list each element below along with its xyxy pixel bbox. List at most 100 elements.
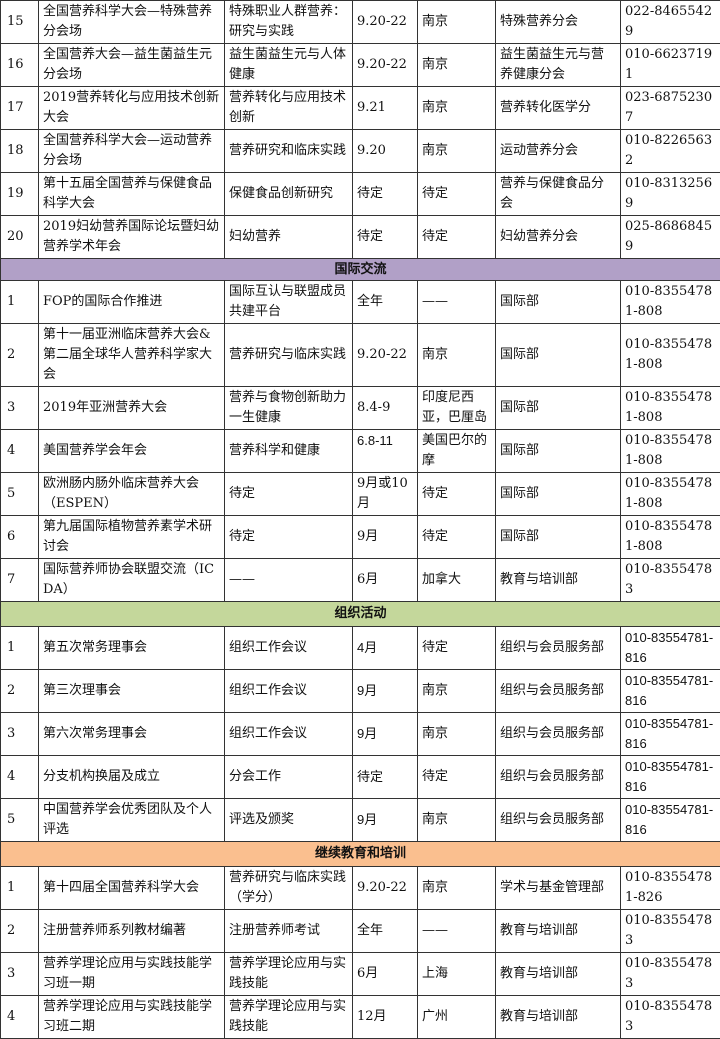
event-name-cell: 第六次常务理事会	[39, 713, 225, 756]
row-number-cell: 17	[1, 87, 39, 130]
contact-phone-cell: 010-83554781-808	[621, 324, 720, 387]
location-cell: 待定	[418, 216, 496, 259]
row-number-cell: 6	[1, 516, 39, 559]
row-number-cell: 7	[1, 559, 39, 602]
contact-phone-cell: 010-83554781-816	[621, 670, 720, 713]
contact-phone-cell: 010-83554781-816	[621, 756, 720, 799]
topic-cell: 营养研究与临床实践（学分）	[225, 867, 353, 910]
location-cell: 南京	[418, 670, 496, 713]
department-cell: 妇幼营养分会	[496, 216, 621, 259]
department-cell: 组织与会员服务部	[496, 756, 621, 799]
location-cell: 南京	[418, 44, 496, 87]
department-cell: 国际部	[496, 324, 621, 387]
contact-phone-cell: 010-83554783	[621, 996, 720, 1039]
event-name-cell: 营养学理论应用与实践技能学习班一期	[39, 953, 225, 996]
contact-phone-cell: 010-83554781-826	[621, 867, 720, 910]
event-name-cell: 第三次理事会	[39, 670, 225, 713]
date-cell: 全年	[353, 910, 418, 953]
row-number-cell: 4	[1, 756, 39, 799]
topic-cell: 组织工作会议	[225, 670, 353, 713]
row-number-cell: 4	[1, 996, 39, 1039]
row-number-cell: 20	[1, 216, 39, 259]
date-cell: 6月	[353, 953, 418, 996]
topic-cell: 营养研究和临床实践	[225, 130, 353, 173]
location-cell: 南京	[418, 713, 496, 756]
date-cell: 4月	[353, 627, 418, 670]
department-cell: 营养与保健食品分会	[496, 173, 621, 216]
event-name-cell: FOP的国际合作推进	[39, 281, 225, 324]
department-cell: 学术与基金管理部	[496, 867, 621, 910]
contact-phone-cell: 010-83554781-808	[621, 281, 720, 324]
location-cell: ——	[418, 281, 496, 324]
date-cell: 9.20	[353, 130, 418, 173]
location-cell: 广州	[418, 996, 496, 1039]
contact-phone-cell: 010-83554781-816	[621, 627, 720, 670]
topic-cell: 营养转化与应用技术创新	[225, 87, 353, 130]
topic-cell: 特殊职业人群营养：研究与实践	[225, 1, 353, 44]
department-cell: 国际部	[496, 516, 621, 559]
date-cell: 8.4-9	[353, 387, 418, 430]
location-cell: 待定	[418, 173, 496, 216]
topic-cell: 待定	[225, 516, 353, 559]
department-cell: 组织与会员服务部	[496, 627, 621, 670]
row-number-cell: 18	[1, 130, 39, 173]
date-cell: 12月	[353, 996, 418, 1039]
topic-cell: ——	[225, 559, 353, 602]
contact-phone-cell: 010-83554783	[621, 953, 720, 996]
department-cell: 教育与培训部	[496, 953, 621, 996]
date-cell: 9.20-22	[353, 1, 418, 44]
contact-phone-cell: 010-83554781-808	[621, 387, 720, 430]
department-cell: 组织与会员服务部	[496, 799, 621, 842]
section-title: 组织活动	[1, 602, 720, 627]
location-cell: 美国巴尔的摩	[418, 430, 496, 473]
topic-cell: 国际互认与联盟成员共建平台	[225, 281, 353, 324]
department-cell: 教育与培训部	[496, 559, 621, 602]
contact-phone-cell: 025-86868459	[621, 216, 720, 259]
topic-cell: 组织工作会议	[225, 627, 353, 670]
date-cell: 全年	[353, 281, 418, 324]
department-cell: 国际部	[496, 281, 621, 324]
event-name-cell: 全国营养大会—益生菌益生元分会场	[39, 44, 225, 87]
row-number-cell: 2	[1, 910, 39, 953]
date-cell: 6月	[353, 559, 418, 602]
contact-phone-cell: 010-66237191	[621, 44, 720, 87]
row-number-cell: 16	[1, 44, 39, 87]
row-number-cell: 1	[1, 867, 39, 910]
department-cell: 营养转化医学分	[496, 87, 621, 130]
row-number-cell: 1	[1, 627, 39, 670]
topic-cell: 组织工作会议	[225, 713, 353, 756]
department-cell: 运动营养分会	[496, 130, 621, 173]
location-cell: 南京	[418, 1, 496, 44]
topic-cell: 营养科学和健康	[225, 430, 353, 473]
contact-phone-cell: 010-83554781-816	[621, 799, 720, 842]
event-name-cell: 营养学理论应用与实践技能学习班二期	[39, 996, 225, 1039]
date-cell: 9月	[353, 799, 418, 842]
contact-phone-cell: 010-82265632	[621, 130, 720, 173]
event-name-cell: 全国营养科学大会—特殊营养分会场	[39, 1, 225, 44]
event-name-cell: 全国营养科学大会—运动营养分会场	[39, 130, 225, 173]
department-cell: 国际部	[496, 430, 621, 473]
topic-cell: 营养与食物创新助力一生健康	[225, 387, 353, 430]
row-number-cell: 3	[1, 953, 39, 996]
section-header-international-exchange: 国际交流	[1, 259, 720, 281]
event-name-cell: 2019年亚洲营养大会	[39, 387, 225, 430]
date-cell: 9.20-22	[353, 44, 418, 87]
row-number-cell: 5	[1, 473, 39, 516]
